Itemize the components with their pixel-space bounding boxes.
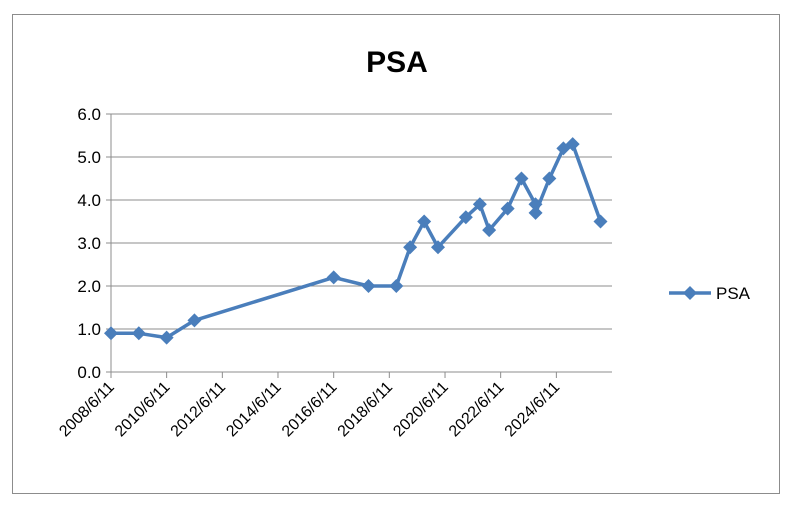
x-tick-label: 2024/6/11 <box>502 379 564 441</box>
y-tick-label: 0.0 <box>77 363 101 382</box>
series-line <box>111 142 603 340</box>
data-point <box>326 270 341 285</box>
data-point <box>389 279 404 293</box>
x-tick-label: 2018/6/11 <box>335 379 397 441</box>
series-psa <box>104 137 608 345</box>
data-point <box>458 210 473 225</box>
chart-title: PSA <box>366 46 428 79</box>
data-point <box>472 197 487 212</box>
data-point <box>159 330 174 345</box>
x-tick-label: 2014/6/11 <box>223 379 285 441</box>
x-axis-ticks: 2008/6/112010/6/112012/6/112014/6/112016… <box>56 372 563 440</box>
x-tick-label: 2016/6/11 <box>279 379 341 441</box>
legend-label-psa: PSA <box>716 284 751 303</box>
legend: PSA <box>669 284 751 303</box>
data-point <box>417 214 432 229</box>
data-point <box>104 326 118 341</box>
data-point <box>403 240 418 255</box>
data-point <box>514 171 529 186</box>
data-point <box>528 197 543 212</box>
y-tick-label: 4.0 <box>77 191 101 210</box>
data-point <box>500 201 515 216</box>
x-tick-label: 2012/6/11 <box>168 379 230 441</box>
y-tick-label: 6.0 <box>77 105 101 124</box>
x-tick-label: 2022/6/11 <box>446 379 508 441</box>
data-point <box>361 279 376 293</box>
data-point <box>187 313 202 328</box>
y-tick-label: 1.0 <box>77 320 101 339</box>
data-point <box>528 205 543 220</box>
data-point <box>593 214 608 229</box>
y-axis-ticks: 0.0 1.0 2.0 3.0 4.0 5.0 6.0 <box>77 105 111 382</box>
y-tick-label: 5.0 <box>77 148 101 167</box>
x-tick-label: 2010/6/11 <box>112 379 174 441</box>
data-point <box>482 223 497 238</box>
x-tick-label: 2008/6/11 <box>56 379 118 441</box>
data-point <box>431 240 446 255</box>
x-tick-label: 2020/6/11 <box>390 379 452 441</box>
chart-frame <box>12 14 780 494</box>
data-point <box>131 326 146 341</box>
data-point <box>565 137 580 152</box>
y-tick-label: 3.0 <box>77 234 101 253</box>
y-tick-label: 2.0 <box>77 277 101 296</box>
legend-marker-icon <box>683 286 697 300</box>
data-point <box>542 171 557 186</box>
gridlines <box>110 113 612 373</box>
